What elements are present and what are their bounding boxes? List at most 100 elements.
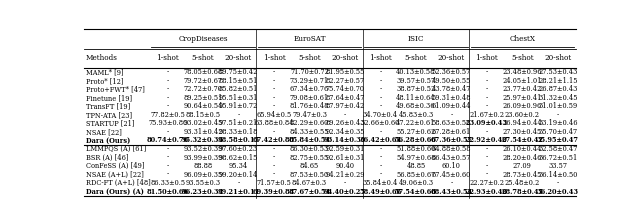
Text: EuroSAT: EuroSAT — [293, 35, 326, 43]
Text: MAML* [9]: MAML* [9] — [86, 68, 124, 76]
Text: 26.87±0.43: 26.87±0.43 — [538, 85, 577, 93]
Text: 39.57±0.57: 39.57±0.57 — [396, 77, 435, 85]
Text: 82.75±0.55: 82.75±0.55 — [290, 154, 329, 161]
Text: 78.05±0.68: 78.05±0.68 — [184, 68, 223, 76]
Text: 27.09: 27.09 — [513, 162, 532, 170]
Text: -: - — [486, 171, 488, 179]
Text: 93.55±0.3: 93.55±0.3 — [186, 179, 221, 187]
Text: 36.42±0.64: 36.42±0.64 — [360, 136, 401, 145]
Text: -: - — [166, 171, 169, 179]
Text: BSR (A) [46]: BSR (A) [46] — [86, 154, 129, 161]
Text: 69.39±0.84: 69.39±0.84 — [253, 188, 295, 196]
Text: 79.47±0.3: 79.47±0.3 — [292, 111, 327, 119]
Text: 1-shot: 1-shot — [369, 54, 392, 62]
Text: 65.94±0.5: 65.94±0.5 — [257, 111, 292, 119]
Text: 90.40: 90.40 — [335, 162, 355, 170]
Text: 94.40±0.27: 94.40±0.27 — [324, 188, 366, 196]
Text: 88.15±0.51: 88.15±0.51 — [219, 77, 259, 85]
Text: LMMPQS (A) [61]: LMMPQS (A) [61] — [86, 145, 146, 153]
Text: NSAE (A+L) [22]: NSAE (A+L) [22] — [86, 171, 144, 179]
Text: -: - — [273, 68, 275, 76]
Text: 67.42±0.80: 67.42±0.80 — [253, 136, 295, 145]
Text: 36.14±0.50: 36.14±0.50 — [538, 171, 577, 179]
Text: 95.32±0.34: 95.32±0.34 — [182, 136, 224, 145]
Text: -: - — [166, 85, 169, 93]
Text: 81.95±0.55: 81.95±0.55 — [325, 68, 365, 76]
Text: ConFeSS (A) [49]: ConFeSS (A) [49] — [86, 162, 145, 170]
Text: 36.72±0.51: 36.72±0.51 — [538, 154, 577, 161]
Text: -: - — [166, 102, 169, 110]
Text: -: - — [486, 68, 488, 76]
Text: RDC-FT (A+L) [48]: RDC-FT (A+L) [48] — [86, 179, 150, 187]
Text: 67.28±0.61: 67.28±0.61 — [432, 128, 471, 136]
Text: 79.08±0.61: 79.08±0.61 — [290, 94, 329, 102]
Text: Methods: Methods — [86, 54, 118, 62]
Text: ISIC: ISIC — [408, 35, 424, 43]
Text: -: - — [486, 154, 488, 161]
Text: 26.10±0.44: 26.10±0.44 — [502, 145, 542, 153]
Text: -: - — [273, 171, 275, 179]
Text: 85.82±0.51: 85.82±0.51 — [219, 85, 259, 93]
Text: -: - — [344, 179, 346, 187]
Text: 86.30±0.53: 86.30±0.53 — [290, 145, 329, 153]
Text: -: - — [380, 162, 381, 170]
Text: -: - — [380, 171, 381, 179]
Text: 38.87±0.52: 38.87±0.52 — [396, 85, 436, 93]
Text: 81.50±0.66: 81.50±0.66 — [147, 188, 189, 196]
Text: 85.84±0.54: 85.84±0.54 — [289, 136, 330, 145]
Text: -: - — [486, 102, 488, 110]
Text: -: - — [486, 145, 488, 153]
Text: -: - — [380, 128, 381, 136]
Text: 99.20±0.14: 99.20±0.14 — [219, 171, 259, 179]
Text: 5-shot: 5-shot — [404, 54, 428, 62]
Text: 48.85: 48.85 — [406, 162, 426, 170]
Text: 99.21±0.11: 99.21±0.11 — [218, 188, 260, 196]
Text: 5-shot: 5-shot — [298, 54, 321, 62]
Text: 84.67±0.3: 84.67±0.3 — [292, 179, 327, 187]
Text: 89.25±0.51: 89.25±0.51 — [184, 94, 223, 102]
Text: 35.84±0.4: 35.84±0.4 — [363, 179, 398, 187]
Text: 22.93±0.40: 22.93±0.40 — [466, 188, 508, 196]
Text: 92.59±0.31: 92.59±0.31 — [325, 145, 365, 153]
Text: 22.92±0.40: 22.92±0.40 — [466, 136, 508, 145]
Text: 35.95±0.47: 35.95±0.47 — [537, 136, 579, 145]
Text: 95.91±0.72: 95.91±0.72 — [219, 102, 258, 110]
Text: 87.64±0.47: 87.64±0.47 — [325, 94, 365, 102]
Text: 32.66±0.60: 32.66±0.60 — [361, 120, 400, 127]
Text: 67.45±0.60: 67.45±0.60 — [432, 171, 471, 179]
Text: 72.72±0.70: 72.72±0.70 — [184, 85, 223, 93]
Text: 98.58±0.15: 98.58±0.15 — [218, 136, 260, 145]
Text: 20-shot: 20-shot — [332, 54, 358, 62]
Text: 23.09±0.43: 23.09±0.43 — [466, 120, 508, 127]
Text: 43.78±0.47: 43.78±0.47 — [432, 85, 471, 93]
Text: -: - — [380, 145, 381, 153]
Text: 67.34±0.76: 67.34±0.76 — [290, 85, 329, 93]
Text: -: - — [557, 111, 559, 119]
Text: 26.94±0.44: 26.94±0.44 — [502, 120, 542, 127]
Text: Proto* [12]: Proto* [12] — [86, 77, 124, 85]
Text: 59.31±0.48: 59.31±0.48 — [431, 94, 471, 102]
Text: 98.33±0.18: 98.33±0.18 — [219, 128, 259, 136]
Text: 54.97±0.68: 54.97±0.68 — [396, 154, 436, 161]
Text: 71.70±0.72: 71.70±0.72 — [290, 68, 329, 76]
Text: 22.27±0.2: 22.27±0.2 — [469, 179, 504, 187]
Text: -: - — [166, 128, 169, 136]
Text: 56.85±0.67: 56.85±0.67 — [396, 171, 436, 179]
Text: 73.29±0.71: 73.29±0.71 — [290, 77, 329, 85]
Text: 93.31±0.42: 93.31±0.42 — [184, 128, 223, 136]
Text: 1-shot: 1-shot — [476, 54, 498, 62]
Text: -: - — [166, 145, 169, 153]
Text: 96.23±0.34: 96.23±0.34 — [182, 188, 224, 196]
Text: 88.15±0.5: 88.15±0.5 — [186, 111, 221, 119]
Text: 75.74±0.70: 75.74±0.70 — [326, 85, 365, 93]
Text: Dara (Ours): Dara (Ours) — [86, 136, 130, 145]
Text: -: - — [486, 85, 488, 93]
Text: 90.64±0.54: 90.64±0.54 — [184, 102, 223, 110]
Text: ChestX: ChestX — [509, 35, 535, 43]
Text: -: - — [380, 77, 381, 85]
Text: -: - — [273, 85, 275, 93]
Text: -: - — [166, 94, 169, 102]
Text: 93.52±0.39: 93.52±0.39 — [184, 145, 223, 153]
Text: 21.67±0.2: 21.67±0.2 — [469, 111, 504, 119]
Text: 87.53±0.50: 87.53±0.50 — [290, 171, 329, 179]
